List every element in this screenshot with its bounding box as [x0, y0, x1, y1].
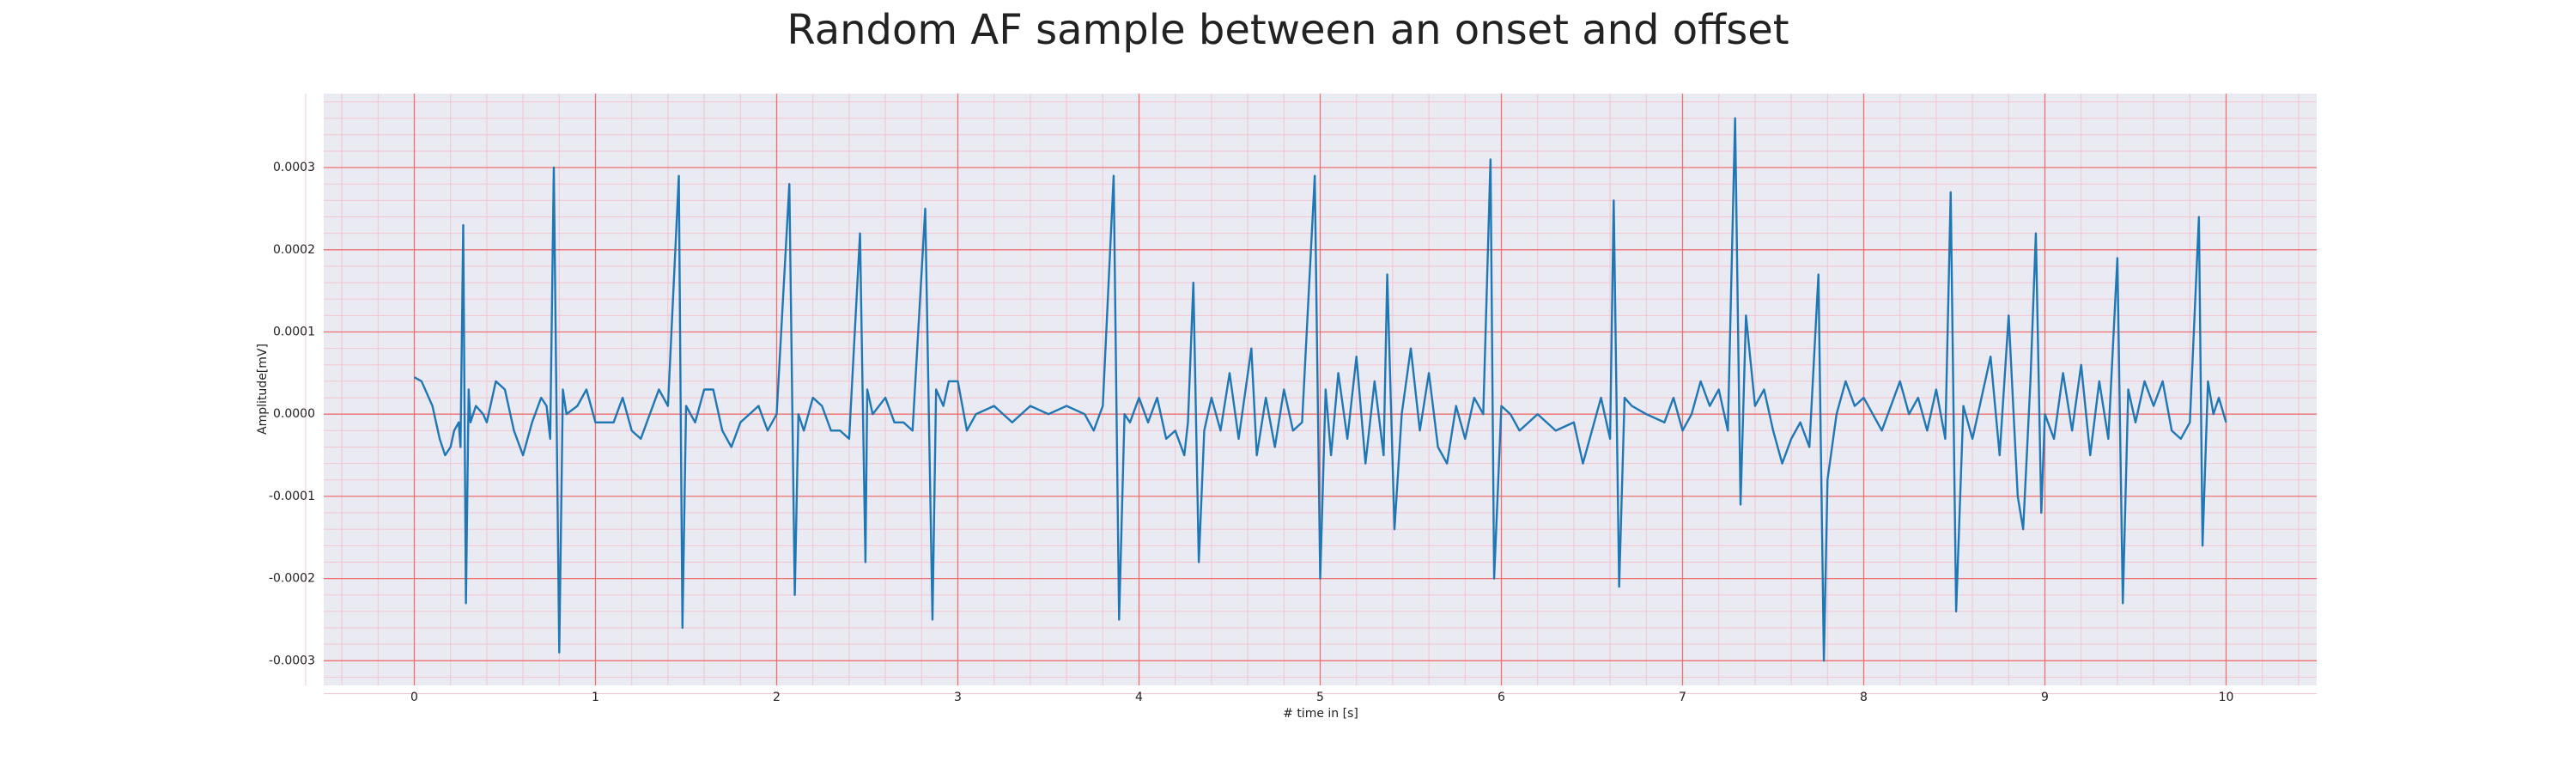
x-tick-label: 2	[773, 691, 781, 704]
signal-line	[413, 117, 2227, 662]
x-tick-label: 1	[592, 691, 599, 704]
x-tick-label: 9	[2041, 691, 2049, 704]
x-tick-label: 6	[1498, 691, 1505, 704]
y-tick-label: 0.0001	[273, 326, 315, 339]
y-tick-label: -0.0003	[269, 654, 315, 667]
y-tick-label: -0.0002	[269, 572, 315, 586]
x-tick-label: 8	[1860, 691, 1868, 704]
x-tick-label: 3	[954, 691, 962, 704]
x-tick-label: 5	[1316, 691, 1324, 704]
y-tick-label: 0.0003	[273, 161, 315, 174]
chart-title: Random AF sample between an onset and of…	[787, 6, 1789, 54]
x-tick-label: 10	[2219, 691, 2234, 704]
y-tick-label: 0.0000	[273, 407, 315, 421]
x-axis-label: # time in [s]	[1283, 707, 1358, 721]
x-tick-label: 7	[1679, 691, 1686, 704]
y-tick-label: 0.0002	[273, 243, 315, 257]
x-tick-label: 4	[1135, 691, 1143, 704]
y-axis-label: Amplitude[mV]	[256, 344, 270, 435]
x-tick-label: 0	[410, 691, 418, 704]
y-tick-label: -0.0001	[269, 490, 315, 503]
